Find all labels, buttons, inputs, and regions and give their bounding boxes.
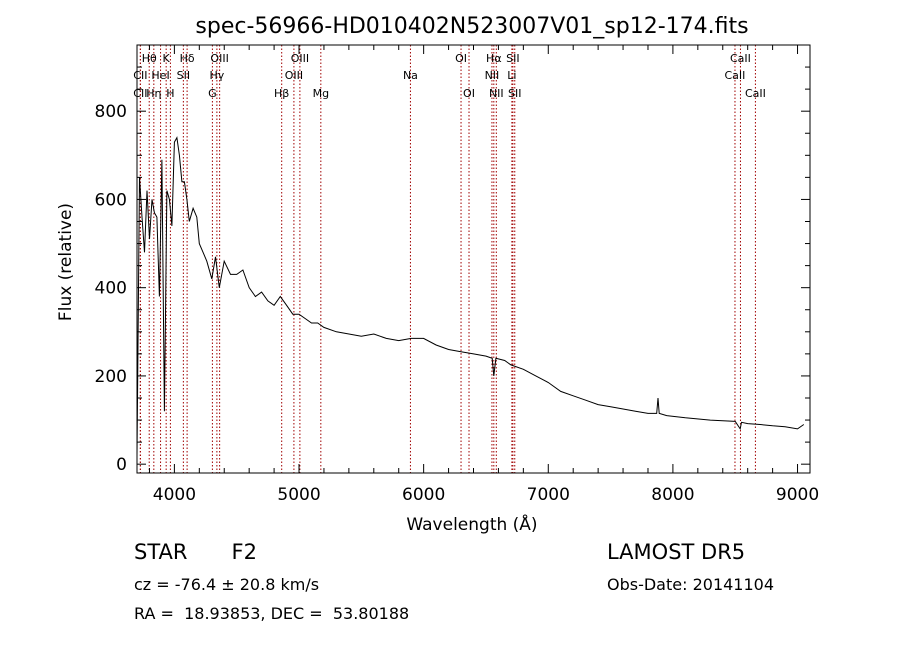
line-label-24: SII bbox=[508, 87, 521, 100]
subclass-label: F2 bbox=[231, 540, 257, 564]
line-label-25: CaII bbox=[725, 69, 746, 82]
line-label-8: Hδ bbox=[180, 52, 195, 65]
line-label-12: Hβ bbox=[274, 87, 289, 100]
line-label-16: Na bbox=[403, 69, 418, 82]
survey-label: LAMOST DR5 bbox=[607, 540, 746, 564]
x-tick-label: 4000 bbox=[153, 485, 196, 505]
line-label-18: OI bbox=[463, 87, 475, 100]
x-tick-label: 8000 bbox=[651, 485, 694, 505]
line-label-11: OIII bbox=[210, 52, 228, 65]
coordinates-label: RA = 18.93853, DEC = 53.80188 bbox=[134, 604, 410, 623]
line-label-17: OI bbox=[455, 52, 467, 65]
x-tick-label: 6000 bbox=[402, 485, 445, 505]
line-label-5: K bbox=[163, 52, 171, 65]
chart-title: spec-56966-HD010402N523007V01_sp12-174.f… bbox=[195, 14, 748, 39]
x-axis: 4000 5000 6000 7000 8000 9000 bbox=[148, 45, 819, 505]
object-class: STAR F2 bbox=[134, 540, 257, 564]
line-label-22: Li bbox=[507, 69, 516, 82]
spectrum-line bbox=[136, 136, 805, 456]
y-axis: 0 200 400 600 800 bbox=[95, 66, 810, 475]
line-label-26: CaII bbox=[730, 52, 751, 65]
line-label-21: NII bbox=[489, 87, 504, 100]
line-label-3: Hη bbox=[146, 87, 161, 100]
plot-frame bbox=[136, 44, 811, 474]
y-tick-label: 800 bbox=[95, 102, 127, 122]
x-tick-label: 9000 bbox=[776, 485, 819, 505]
y-tick-label: 600 bbox=[95, 190, 127, 210]
line-label-14: OIII bbox=[291, 52, 309, 65]
line-label-13: OIII bbox=[285, 69, 303, 82]
spectral-line-labels: CIICIIHθHηHeIKHSIIHδGHγOIIIHβOIIIOIIIMgN… bbox=[133, 52, 766, 100]
line-label-10: Hγ bbox=[209, 69, 224, 82]
line-label-0: CII bbox=[133, 69, 147, 82]
line-label-9: G bbox=[208, 87, 217, 100]
x-tick-label: 5000 bbox=[277, 485, 320, 505]
y-axis-label: Flux (relative) bbox=[56, 203, 76, 321]
obs-date-label: Obs-Date: 20141104 bbox=[607, 575, 775, 594]
line-label-2: Hθ bbox=[142, 52, 157, 65]
line-label-6: H bbox=[166, 87, 174, 100]
line-label-7: SII bbox=[177, 69, 190, 82]
line-label-19: NII bbox=[485, 69, 500, 82]
spectral-line-markers bbox=[139, 45, 756, 473]
line-label-27: CaII bbox=[745, 87, 766, 100]
x-tick-label: 7000 bbox=[527, 485, 570, 505]
y-tick-label: 400 bbox=[95, 279, 127, 299]
y-tick-label: 0 bbox=[116, 455, 127, 475]
redshift-label: cz = -76.4 ± 20.8 km/s bbox=[134, 575, 320, 594]
line-label-20: Hα bbox=[486, 52, 502, 65]
line-label-15: Mg bbox=[313, 87, 329, 100]
class-label: STAR bbox=[134, 540, 188, 564]
line-label-4: HeI bbox=[151, 69, 169, 82]
x-axis-label: Wavelength (Å) bbox=[406, 513, 537, 535]
line-label-23: SII bbox=[506, 52, 519, 65]
y-tick-label: 200 bbox=[95, 367, 127, 387]
